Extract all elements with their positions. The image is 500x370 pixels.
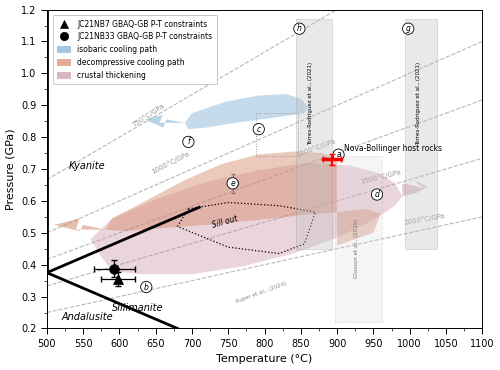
Text: Torres-Rodriguez et al., (2021): Torres-Rodriguez et al., (2021): [308, 61, 313, 145]
Legend: JC21NB7 GBAQ-GB P-T constraints, JC21NB33 GBAQ-GB P-T constraints, isobaric cool: JC21NB7 GBAQ-GB P-T constraints, JC21NB3…: [53, 15, 217, 84]
Text: 750°C/GPa: 750°C/GPa: [131, 102, 166, 128]
Text: 2000°C/GPa: 2000°C/GPa: [403, 212, 446, 226]
Polygon shape: [54, 218, 105, 231]
Polygon shape: [402, 180, 428, 196]
Polygon shape: [90, 163, 403, 274]
Text: 1500°C/GPa: 1500°C/GPa: [360, 168, 402, 185]
Bar: [404, 19, 437, 249]
Text: Sill out: Sill out: [211, 214, 238, 230]
Text: 1200°C/GPa: 1200°C/GPa: [294, 137, 336, 158]
Polygon shape: [184, 94, 308, 129]
Text: f: f: [187, 137, 190, 147]
Text: e: e: [230, 179, 235, 188]
Text: Kyanite: Kyanite: [68, 161, 106, 171]
Text: d: d: [374, 190, 380, 199]
Polygon shape: [105, 151, 380, 246]
Text: Sillimanite: Sillimanite: [112, 303, 164, 313]
Text: 1000°C/GPa: 1000°C/GPa: [150, 150, 190, 175]
Bar: [335, 156, 382, 322]
Text: Kuper et al., (2024): Kuper et al., (2024): [235, 281, 287, 304]
Text: Andalusite: Andalusite: [62, 313, 113, 323]
Text: g: g: [406, 24, 410, 33]
Text: b: b: [144, 283, 148, 292]
Text: Torres-Rodriguez et al., (2021): Torres-Rodriguez et al., (2021): [416, 61, 421, 145]
Bar: [256, 113, 298, 156]
X-axis label: Temperature (°C): Temperature (°C): [216, 354, 312, 364]
Text: Glasson et al., (2019): Glasson et al., (2019): [354, 219, 359, 279]
Text: Nova-Bollinger host rocks: Nova-Bollinger host rocks: [344, 144, 442, 154]
Y-axis label: Pressure (GPa): Pressure (GPa): [6, 128, 16, 210]
Bar: [296, 19, 332, 249]
Polygon shape: [145, 115, 184, 128]
Text: c: c: [256, 125, 261, 134]
Text: h: h: [297, 24, 302, 33]
Text: a: a: [336, 150, 341, 159]
